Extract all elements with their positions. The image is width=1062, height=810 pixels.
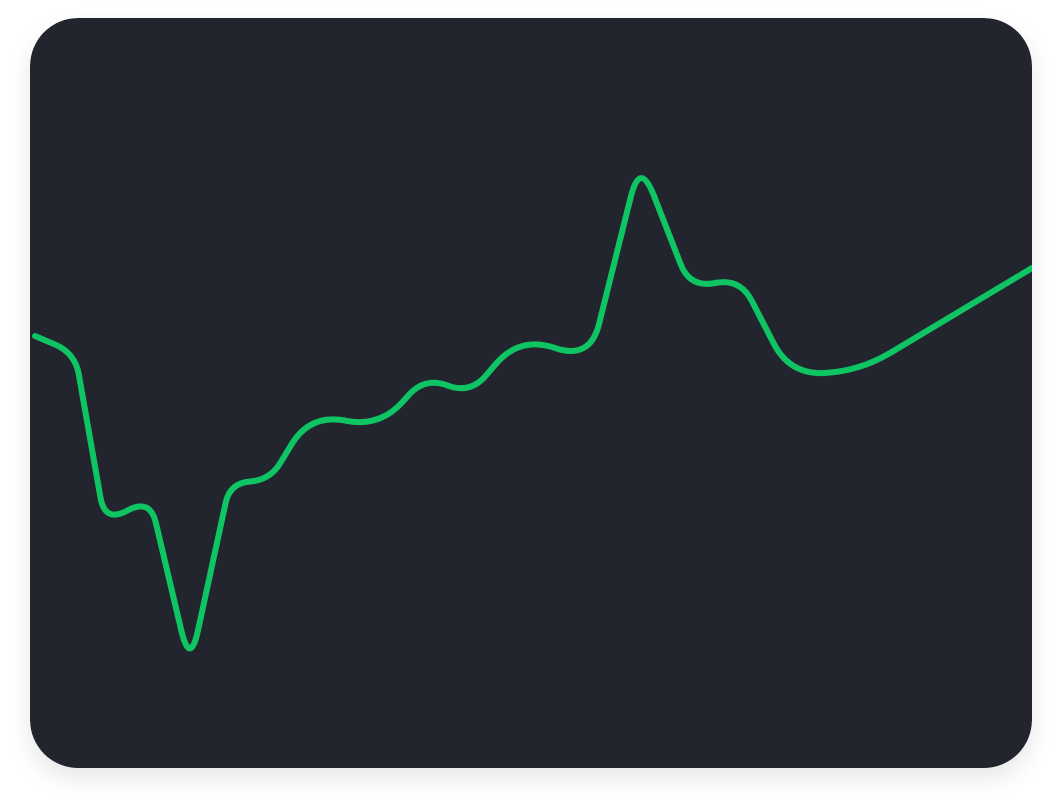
data-point[interactable] (300, 404, 320, 424)
data-point[interactable] (730, 268, 750, 288)
series-line[interactable] (32, 175, 1032, 652)
data-point[interactable] (220, 473, 240, 493)
chart-card (30, 18, 1032, 768)
data-point[interactable] (370, 417, 390, 437)
data-point[interactable] (180, 657, 200, 677)
chart-background (30, 18, 1032, 768)
line-chart (30, 18, 1032, 768)
data-point[interactable] (260, 470, 280, 490)
data-point[interactable] (630, 150, 650, 170)
data-point[interactable] (95, 513, 115, 533)
data-point[interactable] (780, 365, 800, 385)
data-point[interactable] (580, 350, 600, 370)
data-point[interactable] (415, 367, 435, 387)
data-point[interactable] (680, 278, 700, 298)
data-point[interactable] (460, 384, 480, 404)
data-point[interactable] (510, 326, 530, 346)
data-point[interactable] (65, 343, 85, 363)
data-point[interactable] (850, 361, 870, 381)
data-point[interactable] (140, 488, 160, 508)
